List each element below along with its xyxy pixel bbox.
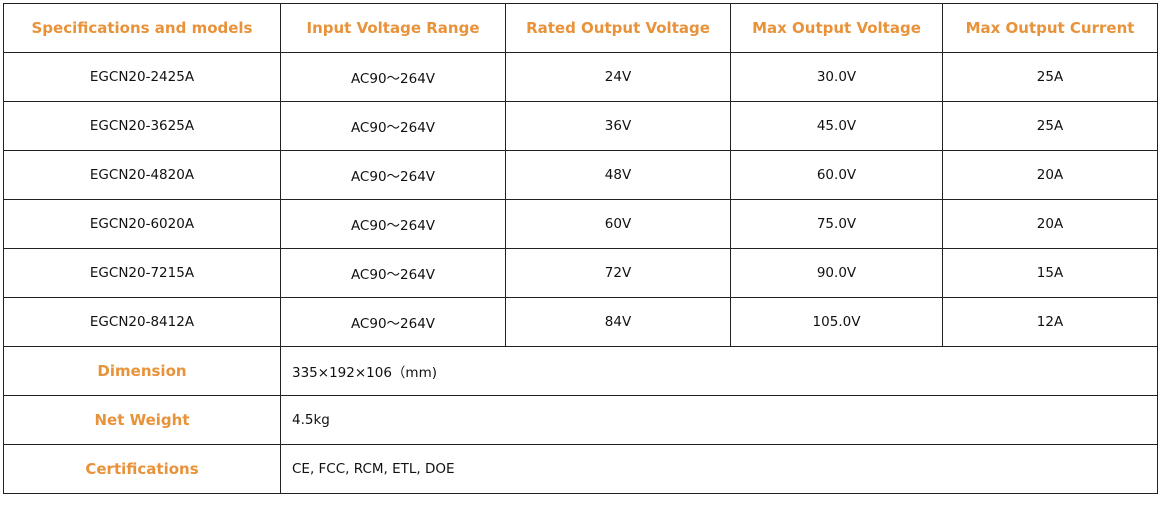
cell: 84V: [505, 297, 731, 347]
cell: 36V: [505, 101, 731, 151]
cell: 15A: [942, 248, 1158, 298]
cell: AC90～264V: [280, 101, 506, 151]
cell: 25A: [942, 52, 1158, 102]
cell: 48V: [505, 150, 731, 200]
cell: EGCN20-6020A: [3, 199, 281, 249]
cell: AC90～264V: [280, 52, 506, 102]
spec-value: CE, FCC, RCM, ETL, DOE: [280, 444, 1158, 494]
spec-label: Net Weight: [3, 395, 281, 445]
cell: AC90～264V: [280, 150, 506, 200]
cell: 45.0V: [730, 101, 943, 151]
spec-row: Certifications CE, FCC, RCM, ETL, DOE: [3, 444, 1158, 494]
model-row: EGCN20-3625A AC90～264V 36V 45.0V 25A: [3, 101, 1158, 151]
model-row: EGCN20-4820A AC90～264V 48V 60.0V 20A: [3, 150, 1158, 200]
table-container: Specifications and models Input Voltage R…: [3, 3, 1158, 494]
cell: 24V: [505, 52, 731, 102]
spec-label: Certifications: [3, 444, 281, 494]
model-row: EGCN20-7215A AC90～264V 72V 90.0V 15A: [3, 248, 1158, 298]
header-cell: Max Output Voltage: [730, 3, 943, 53]
cell: 72V: [505, 248, 731, 298]
cell: EGCN20-7215A: [3, 248, 281, 298]
cell: EGCN20-4820A: [3, 150, 281, 200]
cell: 75.0V: [730, 199, 943, 249]
cell: 20A: [942, 150, 1158, 200]
spec-value: 335×192×106（mm): [280, 346, 1158, 396]
model-row: EGCN20-8412A AC90～264V 84V 105.0V 12A: [3, 297, 1158, 347]
cell: 60.0V: [730, 150, 943, 200]
spec-value: 4.5kg: [280, 395, 1158, 445]
cell: AC90～264V: [280, 297, 506, 347]
model-row: EGCN20-2425A AC90～264V 24V 30.0V 25A: [3, 52, 1158, 102]
spec-label: Dimension: [3, 346, 281, 396]
cell: AC90～264V: [280, 248, 506, 298]
cell: EGCN20-3625A: [3, 101, 281, 151]
header-cell: Input Voltage Range: [280, 3, 506, 53]
cell: 30.0V: [730, 52, 943, 102]
cell: EGCN20-2425A: [3, 52, 281, 102]
spec-row: Dimension 335×192×106（mm): [3, 346, 1158, 396]
header-row: Specifications and models Input Voltage R…: [3, 3, 1158, 53]
cell: EGCN20-8412A: [3, 297, 281, 347]
spec-table: Specifications and models Input Voltage R…: [3, 3, 1158, 494]
cell: 60V: [505, 199, 731, 249]
header-cell: Max Output Current: [942, 3, 1158, 53]
cell: 25A: [942, 101, 1158, 151]
cell: 105.0V: [730, 297, 943, 347]
cell: 12A: [942, 297, 1158, 347]
header-cell: Rated Output Voltage: [505, 3, 731, 53]
model-row: EGCN20-6020A AC90～264V 60V 75.0V 20A: [3, 199, 1158, 249]
cell: AC90～264V: [280, 199, 506, 249]
spec-row: Net Weight 4.5kg: [3, 395, 1158, 445]
cell: 90.0V: [730, 248, 943, 298]
header-cell: Specifications and models: [3, 3, 281, 53]
table-body: EGCN20-2425A AC90～264V 24V 30.0V 25A EGCN20-3…: [3, 52, 1158, 494]
cell: 20A: [942, 199, 1158, 249]
